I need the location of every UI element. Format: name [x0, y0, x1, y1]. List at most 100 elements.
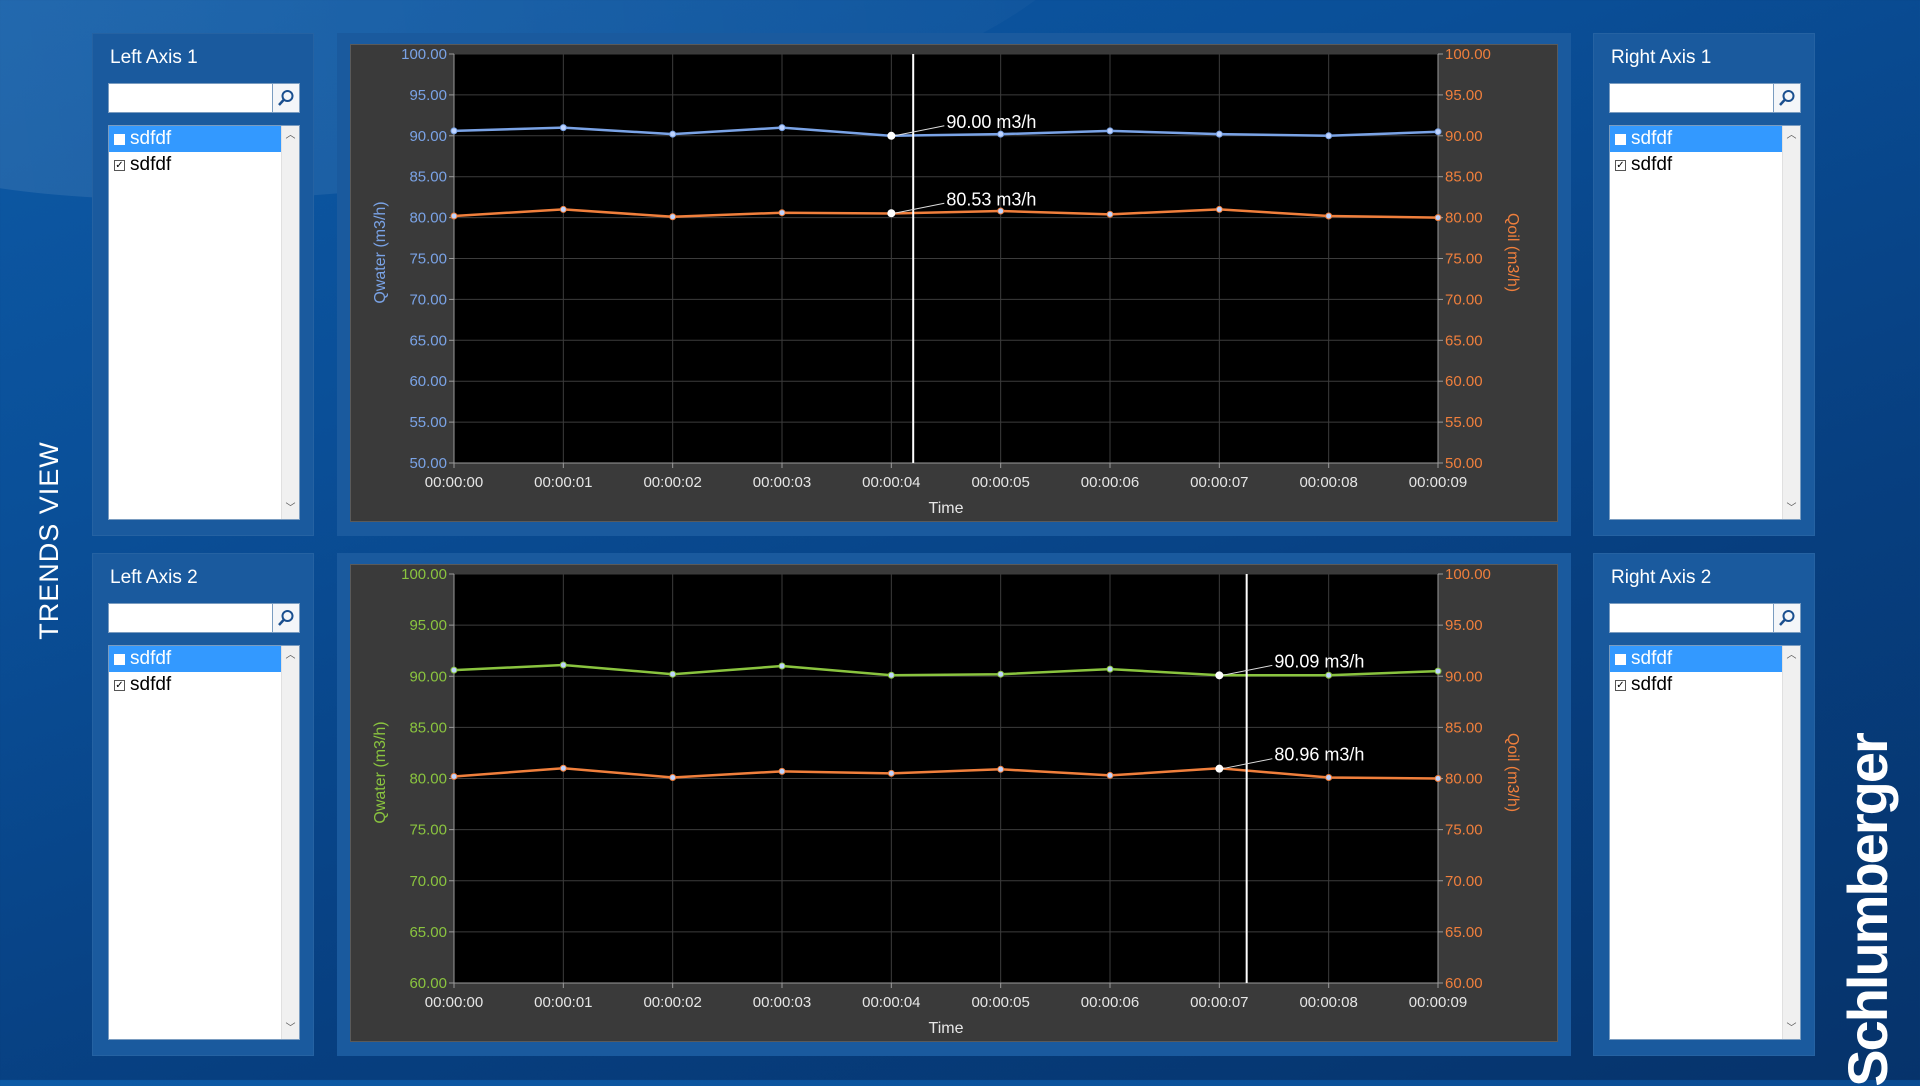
chevron-down-icon[interactable]: ﹀: [285, 1023, 296, 1034]
y-tick-label-right: 90.00: [1445, 128, 1483, 145]
checkbox-checked[interactable]: ✓: [114, 159, 125, 171]
data-point: [1106, 210, 1114, 218]
data-point: [1325, 212, 1333, 220]
data-point: [559, 661, 567, 669]
company-logo: Schlumberger: [1822, 734, 1912, 1086]
series-list[interactable]: sdfdf ✓ sdfdf ︿ ﹀: [1609, 125, 1801, 520]
list-item[interactable]: sdfdf: [109, 646, 283, 672]
annotation-leader: [1222, 664, 1273, 676]
data-point: [450, 772, 458, 780]
y-tick-label-right: 100.00: [1445, 566, 1491, 583]
trend-chart-2[interactable]: 60.00 60.00 65.00 65.00 70.00 70.00 75.00 75.00…: [351, 565, 1557, 1041]
x-tick-label: 00:00:00: [425, 474, 483, 491]
search-button[interactable]: [1773, 84, 1800, 112]
data-point: [669, 670, 677, 678]
data-point: [778, 662, 786, 670]
checkbox[interactable]: [114, 653, 125, 665]
x-tick-label: 00:00:09: [1409, 994, 1467, 1011]
list-item[interactable]: ✓ sdfdf: [1610, 152, 1784, 178]
search-button[interactable]: [272, 604, 299, 632]
chart-1-container[interactable]: 50.00 50.00 55.00 55.00 60.00 60.00 65.00 65.00…: [350, 44, 1558, 522]
y-tick-label-left: 60.00: [409, 975, 447, 992]
checkbox[interactable]: [1615, 653, 1626, 665]
search-button[interactable]: [272, 84, 299, 112]
series-list[interactable]: sdfdf ✓ sdfdf ︿ ﹀: [108, 125, 300, 520]
list-item-label: sdfdf: [1631, 674, 1673, 695]
checkbox[interactable]: [1615, 133, 1626, 145]
y-tick-label-left: 100.00: [401, 46, 447, 63]
scrollbar[interactable]: ︿ ﹀: [281, 126, 299, 519]
list-item-label: sdfdf: [1631, 648, 1673, 669]
search-icon: [278, 610, 294, 626]
checkbox-checked[interactable]: ✓: [1615, 679, 1626, 691]
search-button[interactable]: [1773, 604, 1800, 632]
list-item[interactable]: sdfdf: [1610, 646, 1784, 672]
y-tick-label-left: 85.00: [409, 169, 447, 186]
search-input[interactable]: [1610, 84, 1774, 112]
y-axis-label-right: Qoil (m3/h): [1504, 733, 1521, 812]
trend-chart-1[interactable]: 50.00 50.00 55.00 55.00 60.00 60.00 65.00 65.00…: [351, 45, 1557, 521]
right-axis-2-panel: Right Axis 2 sdfdf ✓ sdfdf ︿ ﹀: [1593, 553, 1815, 1056]
list-item[interactable]: ✓ sdfdf: [109, 152, 283, 178]
chevron-up-icon[interactable]: ︿: [1786, 130, 1797, 141]
checkbox-checked[interactable]: ✓: [114, 679, 125, 691]
y-tick-label-left: 95.00: [409, 87, 447, 104]
y-tick-label-right: 60.00: [1445, 373, 1483, 390]
y-tick-label-right: 65.00: [1445, 332, 1483, 349]
scrollbar[interactable]: ︿ ﹀: [281, 646, 299, 1039]
data-point: [559, 764, 567, 772]
annotation-label: 80.53 m3/h: [946, 189, 1036, 209]
search-input[interactable]: [109, 604, 273, 632]
search-box: [108, 83, 300, 113]
data-point: [997, 765, 1005, 773]
data-point: [887, 769, 895, 777]
x-tick-label: 00:00:04: [862, 994, 920, 1011]
search-input[interactable]: [109, 84, 273, 112]
chevron-down-icon[interactable]: ﹀: [285, 503, 296, 514]
chevron-down-icon[interactable]: ﹀: [1786, 503, 1797, 514]
chevron-up-icon[interactable]: ︿: [285, 130, 296, 141]
series-list[interactable]: sdfdf ✓ sdfdf ︿ ﹀: [1609, 645, 1801, 1040]
y-tick-label-right: 60.00: [1445, 975, 1483, 992]
data-point: [778, 209, 786, 217]
list-item-label: sdfdf: [130, 154, 172, 175]
series-list[interactable]: sdfdf ✓ sdfdf ︿ ﹀: [108, 645, 300, 1040]
checkbox[interactable]: [114, 133, 125, 145]
chevron-up-icon[interactable]: ︿: [285, 650, 296, 661]
x-tick-label: 00:00:01: [534, 994, 592, 1011]
checkbox-checked[interactable]: ✓: [1615, 159, 1626, 171]
chart-panel-1: 50.00 50.00 55.00 55.00 60.00 60.00 65.00 65.00…: [337, 33, 1571, 536]
data-point: [1325, 132, 1333, 140]
data-point: [1106, 665, 1114, 673]
search-input[interactable]: [1610, 604, 1774, 632]
data-point: [450, 212, 458, 220]
data-point: [778, 767, 786, 775]
chart-2-container[interactable]: 60.00 60.00 65.00 65.00 70.00 70.00 75.00 75.00…: [350, 564, 1558, 1042]
list-item[interactable]: sdfdf: [1610, 126, 1784, 152]
panel-label: Right Axis 1: [1611, 47, 1712, 68]
data-point: [1434, 214, 1442, 222]
x-tick-label: 00:00:07: [1190, 474, 1248, 491]
y-tick-label-left: 80.00: [409, 210, 447, 227]
scrollbar[interactable]: ︿ ﹀: [1782, 126, 1800, 519]
x-axis-label: Time: [929, 1020, 964, 1037]
list-item[interactable]: ✓ sdfdf: [1610, 672, 1784, 698]
y-tick-label-right: 80.00: [1445, 771, 1483, 788]
list-item[interactable]: ✓ sdfdf: [109, 672, 283, 698]
search-icon: [1779, 90, 1795, 106]
series-line: [453, 208, 1439, 219]
x-tick-label: 00:00:06: [1081, 474, 1139, 491]
chevron-up-icon[interactable]: ︿: [1786, 650, 1797, 661]
search-icon: [278, 90, 294, 106]
data-point: [450, 127, 458, 135]
y-tick-label-left: 80.00: [409, 771, 447, 788]
annotation-leader: [894, 125, 945, 137]
scrollbar[interactable]: ︿ ﹀: [1782, 646, 1800, 1039]
chevron-down-icon[interactable]: ﹀: [1786, 1023, 1797, 1034]
x-tick-label: 00:00:04: [862, 474, 920, 491]
list-item[interactable]: sdfdf: [109, 126, 283, 152]
data-point: [1215, 130, 1223, 138]
y-tick-label-right: 100.00: [1445, 46, 1491, 63]
y-tick-label-left: 65.00: [409, 332, 447, 349]
data-point: [997, 130, 1005, 138]
